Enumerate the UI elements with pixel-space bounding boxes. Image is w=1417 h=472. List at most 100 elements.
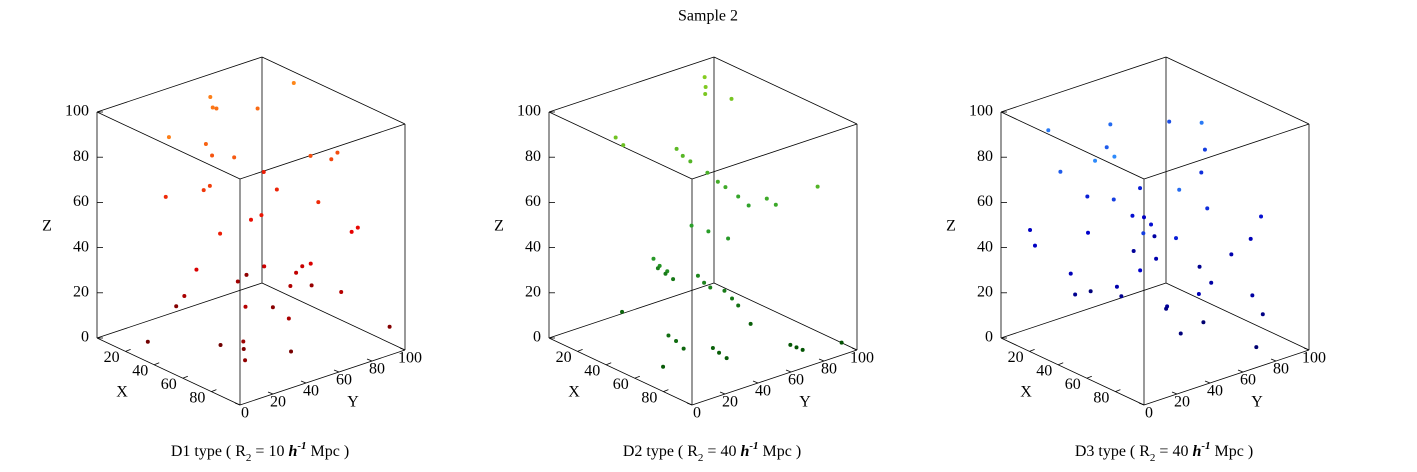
point — [232, 155, 237, 160]
point — [182, 293, 187, 298]
z-tick-label: 60 — [73, 193, 89, 210]
point — [815, 184, 820, 189]
y-tick-label: 60 — [1240, 372, 1256, 389]
x-tick-label: 20 — [104, 349, 120, 366]
point — [355, 225, 360, 230]
point — [1229, 252, 1234, 257]
point — [726, 236, 731, 241]
cube-edge — [96, 56, 263, 113]
point — [1119, 294, 1124, 299]
point — [723, 185, 728, 190]
point — [166, 135, 171, 140]
point — [1046, 128, 1051, 133]
point — [329, 157, 334, 162]
point — [680, 153, 685, 158]
cube-edge — [261, 282, 406, 351]
point — [387, 324, 392, 329]
cube-edge — [1000, 111, 1145, 180]
z-tick-label: 40 — [977, 238, 993, 255]
x-axis-label: X — [1020, 384, 1032, 401]
point — [1108, 122, 1113, 127]
point — [651, 256, 656, 261]
point — [794, 345, 799, 350]
point — [661, 364, 666, 369]
point — [243, 358, 248, 363]
point — [1254, 345, 1259, 350]
point — [1138, 186, 1143, 191]
cube-edge — [1000, 282, 1167, 339]
point — [1197, 264, 1202, 269]
x-tick — [182, 375, 188, 379]
x-tick-label: 80 — [1093, 389, 1109, 406]
x-tick — [663, 389, 669, 392]
y-tick-label: 0 — [693, 405, 701, 422]
y-tick — [818, 358, 825, 362]
panel-title-part: h — [740, 443, 749, 460]
z-tick-label: 100 — [65, 103, 89, 120]
point — [339, 290, 344, 294]
point — [689, 223, 694, 228]
z-tick-label: 20 — [73, 283, 89, 300]
point — [1104, 145, 1109, 150]
point — [1196, 292, 1201, 297]
panel-title-part: -1 — [297, 440, 306, 452]
point — [722, 288, 727, 293]
point — [1093, 158, 1098, 163]
y-tick-label: 40 — [303, 383, 319, 400]
y-tick — [267, 391, 274, 395]
point — [201, 188, 206, 193]
x-tick-label: 80 — [189, 389, 205, 406]
cube-edge — [548, 337, 693, 406]
point — [241, 346, 246, 351]
x-tick — [154, 362, 160, 366]
point — [1028, 228, 1033, 233]
z-tick-label: 60 — [525, 193, 541, 210]
z-axis-label: Z — [946, 218, 956, 235]
z-axis-label: Z — [494, 218, 504, 235]
point — [210, 153, 215, 158]
point — [715, 179, 720, 184]
cube-edge — [1165, 282, 1310, 351]
point — [1149, 222, 1154, 227]
x-tick-label: 60 — [613, 376, 629, 393]
point — [703, 92, 708, 96]
y-tick — [1237, 369, 1244, 373]
point — [289, 349, 294, 354]
point — [286, 316, 291, 321]
y-tick — [785, 369, 792, 373]
z-tick-label: 80 — [977, 148, 993, 165]
cube-edge — [1143, 123, 1310, 180]
point — [703, 85, 708, 90]
point — [208, 95, 213, 99]
point — [730, 296, 735, 301]
panel-title-part: = 40 — [703, 443, 740, 460]
point — [724, 356, 729, 361]
y-tick — [851, 347, 858, 351]
point — [764, 196, 769, 201]
point — [839, 340, 844, 345]
panel: 0 20 40 60 80 100 20 40 60 80 0 20 40 60 80 100 X Y Z D1 ty… — [42, 56, 422, 464]
cube-edge — [1000, 56, 1167, 113]
z-tick-label: 0 — [533, 329, 541, 346]
y-axis-label: Y — [347, 394, 359, 411]
point — [270, 305, 275, 310]
cube-edge — [548, 56, 715, 113]
point — [249, 217, 253, 222]
y-tick-label: 80 — [821, 361, 837, 378]
y-tick-label: 60 — [788, 372, 804, 389]
z-tick-label: 80 — [73, 148, 89, 165]
point — [1167, 119, 1172, 124]
cube-edge — [96, 282, 263, 339]
y-tick — [1303, 347, 1310, 351]
cube-edge — [239, 349, 406, 406]
point — [207, 183, 212, 188]
point — [1178, 331, 1183, 336]
point — [308, 261, 313, 266]
y-tick — [333, 369, 340, 373]
panel-title: D2 type ( R2 = 40 h-1 Mpc ) — [623, 440, 801, 464]
x-tick — [634, 375, 640, 379]
x-axis-label: X — [568, 384, 580, 401]
panel: 0 20 40 60 80 100 20 40 60 80 0 20 40 60 80 100 X Y Z D2 ty… — [494, 56, 874, 464]
x-tick — [125, 349, 131, 352]
y-tick — [686, 402, 693, 406]
